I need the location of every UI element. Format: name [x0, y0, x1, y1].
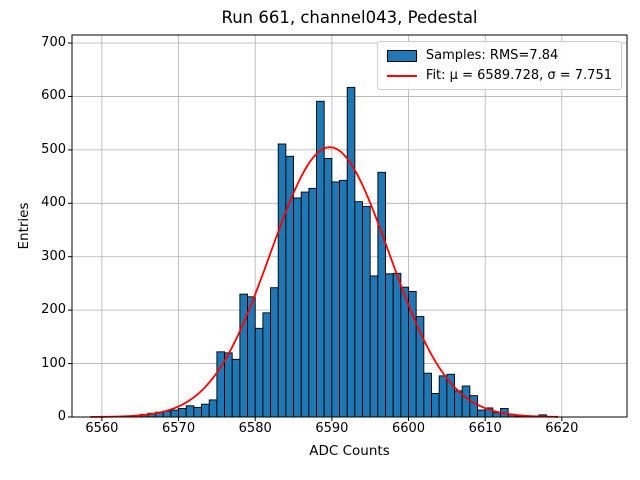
histogram-bar: [461, 385, 471, 418]
histogram-bar: [469, 395, 478, 418]
histogram-bar: [354, 201, 363, 418]
histogram-bar: [239, 293, 248, 418]
x-tick-label: 6580: [238, 421, 272, 436]
histogram-bar: [369, 275, 379, 418]
histogram-bar: [339, 179, 348, 418]
gaussian-fit-curve: [90, 146, 559, 418]
histogram-bar: [323, 157, 333, 418]
y-tick-label: 700: [41, 35, 66, 50]
histogram-bar: [331, 181, 340, 418]
histogram-bar: [408, 290, 417, 418]
histogram-bar: [477, 409, 486, 418]
histogram-bar: [385, 273, 394, 418]
histogram-bar: [431, 393, 440, 418]
y-tick-label: 600: [41, 88, 66, 104]
histogram-bar: [423, 372, 432, 418]
x-tick-label: 6570: [162, 421, 196, 436]
histogram-bar: [170, 409, 180, 418]
legend-fit-row: Fit: μ = 6589.728, σ = 7.751: [386, 68, 612, 83]
histogram-bar: [377, 171, 386, 418]
histogram-bar: [454, 390, 463, 418]
histogram-bar: [277, 143, 287, 418]
y-tick-label: 100: [41, 355, 66, 371]
legend-samples-row: Samples: RMS=7.84: [386, 48, 612, 63]
histogram-bar: [231, 358, 241, 418]
histogram-bar: [201, 403, 210, 418]
legend-fit-label: Fit: μ = 6589.728, σ = 7.751: [425, 68, 612, 83]
x-tick-label: 6620: [545, 421, 579, 436]
histogram-bar: [193, 406, 203, 418]
y-tick-label: 200: [41, 302, 66, 318]
legend: Samples: RMS=7.84 Fit: μ = 6589.728, σ =…: [376, 41, 622, 90]
gaussian-fit-curve-layer: [90, 146, 559, 418]
histogram-bar: [308, 187, 317, 418]
fit-line-swatch-icon: [386, 74, 417, 77]
histogram-bar: [438, 375, 448, 418]
y-tick-label: 500: [41, 141, 66, 157]
y-tick-label: 300: [41, 248, 66, 264]
chart-title: Run 661, channel043, Pedestal: [221, 8, 478, 27]
histogram-bar: [300, 191, 310, 418]
y-tick-label: 0: [57, 409, 66, 424]
samples-swatch-icon: [386, 49, 417, 62]
histogram-bars-layer: [139, 86, 555, 418]
x-tick-label: 6600: [391, 421, 426, 436]
histogram-bar: [178, 408, 187, 418]
histogram-bar: [247, 296, 256, 418]
histogram-bar: [400, 286, 409, 418]
tick-marks-layer: [68, 42, 563, 421]
histogram-bar: [346, 86, 356, 418]
axes-frame: [71, 34, 628, 418]
histogram-bar: [362, 206, 371, 418]
histogram-bar: [185, 405, 195, 418]
histogram-bar: [293, 197, 302, 418]
histogram-bar: [208, 399, 218, 418]
histogram-bar: [254, 327, 264, 418]
legend-samples-label: Samples: RMS=7.84: [425, 48, 559, 63]
histogram-bar: [392, 272, 402, 418]
histogram-bar: [262, 312, 271, 418]
x-tick-label: 6590: [315, 421, 349, 436]
histogram-bar: [270, 287, 279, 418]
axes-frame-rect: [71, 34, 628, 418]
x-tick-label: 6560: [85, 421, 119, 436]
histogram-bar: [492, 412, 501, 418]
x-tick-label: 6610: [468, 421, 502, 436]
y-tick-label: 400: [41, 195, 66, 211]
histogram-bar: [224, 352, 233, 418]
x-axis-label: ADC Counts: [309, 443, 390, 459]
